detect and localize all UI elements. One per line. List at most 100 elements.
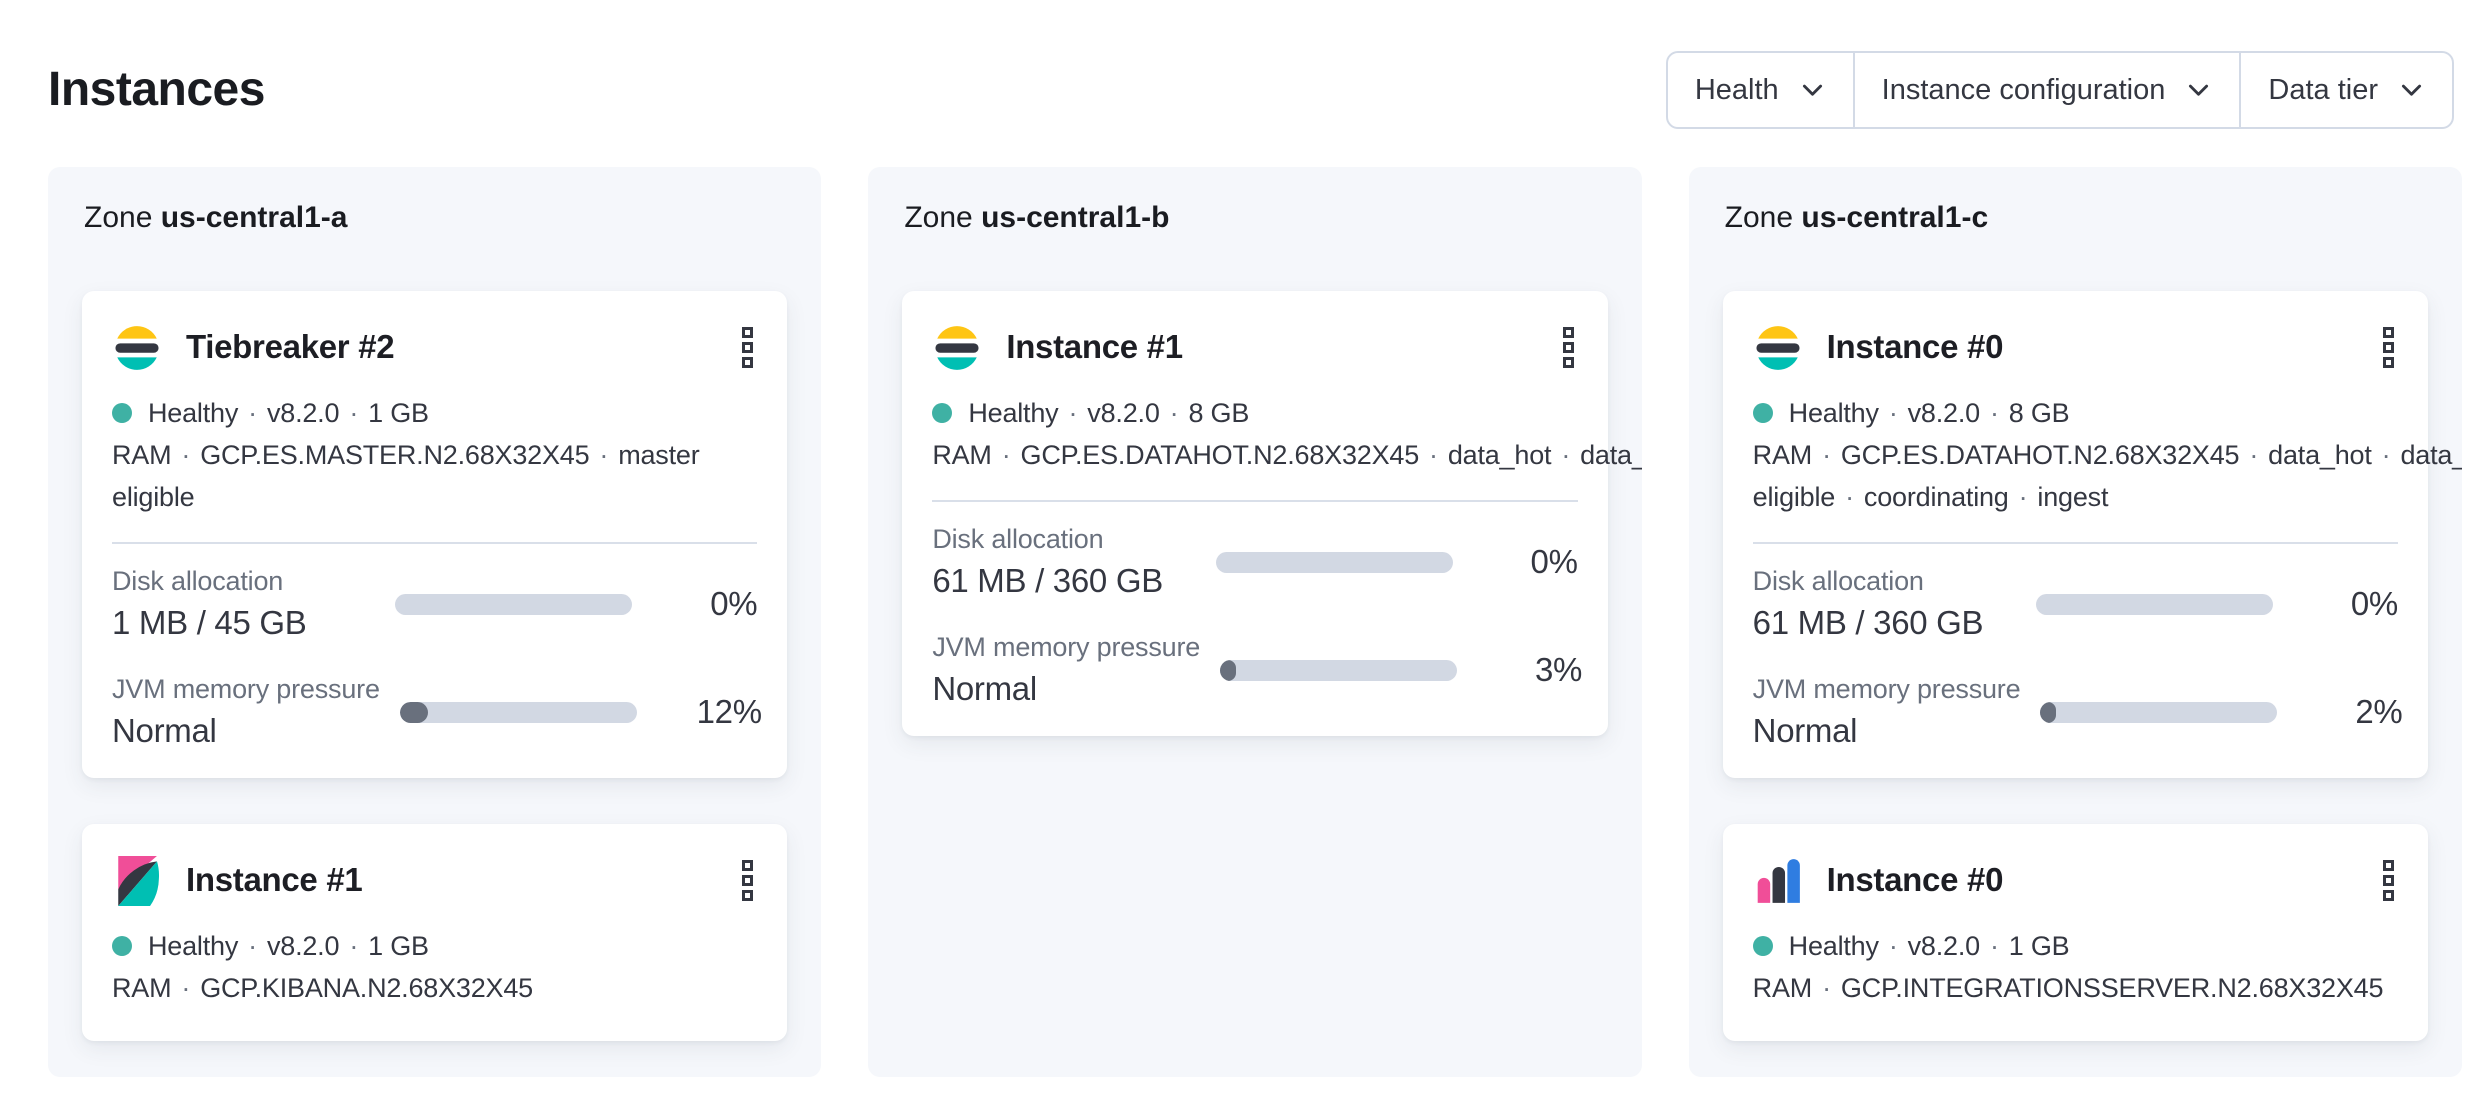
health-dot-icon	[112, 403, 132, 423]
instance-meta: Healthy · v8.2.0 · 8 GB RAM · GCP.ES.DATAHOT.N…	[932, 392, 1642, 476]
elasticsearch-logo-icon	[932, 323, 982, 373]
meta-separator-dot: ·	[1822, 973, 1831, 1003]
elasticsearch-logo-icon	[1753, 323, 1803, 373]
filter-button-health[interactable]: Health	[1668, 53, 1855, 127]
metric-percent: 2%	[2355, 693, 2403, 730]
meta-item: v8.2.0	[266, 398, 340, 428]
meta-item: master eligible	[1752, 482, 1836, 512]
filter-button-label: Health	[1694, 73, 1779, 106]
meta-item: 1 GB RAM	[1752, 931, 2070, 1003]
instance-menu-button[interactable]	[2379, 854, 2398, 907]
meta-separator-dot: ·	[1561, 440, 1571, 470]
instance-title: Instance #0	[1826, 328, 2004, 366]
meta-item: 8 GB RAM	[1752, 398, 2070, 470]
zone-name: us-central1-c	[1801, 201, 1989, 234]
meta-separator-dot: ·	[349, 398, 359, 428]
instance-meta: Healthy · v8.2.0 · 1 GB RAM · GCP.ES.MASTER.N2…	[112, 392, 757, 518]
metric-percent: 0%	[2350, 585, 2398, 622]
health-status-label: Healthy	[148, 398, 239, 428]
meta-separator-dot: ·	[1845, 482, 1854, 512]
metric-text: Disk allocation 1 MB / 45 GB	[112, 566, 375, 642]
metric-text: JVM memory pressure Normal	[1753, 674, 2021, 750]
integrations-server-logo-icon	[1753, 856, 1803, 906]
metric-progress-bar	[2040, 701, 2278, 723]
filter-button-label: Data tier	[2268, 73, 2378, 106]
page-title: Instances	[48, 63, 265, 116]
boxes-vertical-icon	[1562, 327, 1574, 368]
zone-label: Zone us-central1-c	[1725, 199, 2428, 237]
health-status-label: Healthy	[1788, 931, 1879, 961]
zone-name: us-central1-b	[981, 201, 1170, 234]
meta-item: v8.2.0	[1907, 931, 1981, 961]
filter-button-data-tier[interactable]: Data tier	[2241, 53, 2452, 127]
meta-item: v8.2.0	[1087, 398, 1160, 428]
instance-card: Instance #0 Healthy · v8.2.0 · 1 GB RAM · GCP.…	[1722, 824, 2428, 1041]
kibana-logo-icon	[112, 855, 162, 906]
metric-progress-fill	[1220, 659, 1237, 681]
zone-label-prefix: Zone	[84, 201, 153, 234]
health-status-label: Healthy	[1788, 398, 1879, 428]
metric-label: JVM memory pressure	[112, 674, 380, 704]
filter-button-instance-configuration[interactable]: Instance configuration	[1855, 53, 2242, 127]
metric-percent: 0%	[710, 585, 758, 622]
metric-progress-bar	[1215, 551, 1453, 573]
metric-row: JVM memory pressure Normal 12%	[112, 674, 762, 750]
metric-progress-fill	[399, 701, 429, 723]
meta-separator-dot: ·	[599, 440, 609, 470]
instance-menu-button[interactable]	[738, 854, 757, 907]
metric-value: 61 MB / 360 GB	[1752, 604, 1984, 641]
metric-label: Disk allocation	[1752, 566, 1924, 596]
card-header: Instance #0	[1753, 321, 2398, 374]
chevron-down-icon	[2189, 84, 2209, 96]
meta-item: 8 GB RAM	[932, 398, 1250, 470]
meta-separator-dot: ·	[1068, 398, 1078, 428]
meta-item: GCP.ES.DATAHOT.N2.68X32X45	[1020, 440, 1420, 470]
metric-text: Disk allocation 61 MB / 360 GB	[1753, 566, 2016, 642]
boxes-vertical-icon	[742, 860, 754, 901]
instance-card: Tiebreaker #2 Healthy · v8.2.0 · 1 GB RAM · GC…	[82, 291, 788, 778]
meta-item: v8.2.0	[266, 931, 340, 961]
metric-progress-fill	[2040, 701, 2057, 723]
metric-row: Disk allocation 61 MB / 360 GB 0%	[1753, 566, 2399, 642]
filter-group: Health Instance configuration Data tier	[1665, 51, 2454, 129]
metric-row: Disk allocation 1 MB / 45 GB 0%	[112, 566, 758, 642]
metric-row: Disk allocation 61 MB / 360 GB 0%	[932, 524, 1578, 600]
instance-title: Instance #0	[1826, 861, 2004, 899]
zone-label: Zone us-central1-a	[84, 199, 787, 237]
instance-menu-button[interactable]	[2379, 321, 2398, 374]
zone-cards: Tiebreaker #2 Healthy · v8.2.0 · 1 GB RAM · GC…	[82, 291, 788, 1041]
card-divider	[932, 500, 1578, 502]
instance-menu-button[interactable]	[738, 321, 757, 374]
metric-value: 61 MB / 360 GB	[932, 562, 1163, 599]
health-dot-icon	[112, 936, 132, 956]
health-dot-icon	[1752, 936, 1773, 956]
meta-separator-dot: ·	[2249, 440, 2259, 470]
meta-separator-dot: ·	[1989, 398, 1999, 428]
card-divider	[112, 542, 758, 544]
metric-row: JVM memory pressure Normal 3%	[932, 632, 1582, 708]
metric-label: Disk allocation	[932, 524, 1104, 554]
metric-progress-bar	[399, 701, 637, 723]
metric-value: Normal	[932, 670, 1037, 707]
meta-separator-dot: ·	[1989, 931, 1999, 961]
metric-value: Normal	[112, 712, 217, 749]
metric-progress-bar	[395, 593, 633, 615]
instances-page: Instances Health Instance configuration …	[48, 51, 2462, 1077]
chevron-down-icon	[1802, 84, 1822, 96]
zone-panel-us-central1-c: Zone us-central1-c Instance #0 Healthy · v…	[1688, 167, 2462, 1077]
metric-text: JVM memory pressure Normal	[112, 674, 380, 750]
instance-meta: Healthy · v8.2.0 · 8 GB RAM · GCP.ES.DATAHOT.N…	[1752, 392, 2462, 518]
instance-title: Instance #1	[186, 861, 363, 899]
zone-label-prefix: Zone	[1724, 201, 1794, 234]
meta-item: GCP.ES.DATAHOT.N2.68X32X45	[1840, 440, 2240, 470]
meta-separator-dot: ·	[1169, 398, 1179, 428]
meta-separator-dot: ·	[248, 931, 257, 961]
meta-separator-dot: ·	[2018, 482, 2028, 512]
zone-label: Zone us-central1-b	[904, 199, 1607, 237]
meta-separator-dot: ·	[248, 398, 257, 428]
instance-menu-button[interactable]	[1559, 321, 1578, 374]
card-metrics: Disk allocation 1 MB / 45 GB 0% JVM memo…	[112, 566, 762, 750]
zone-panel-us-central1-b: Zone us-central1-b Instance #1 Healthy · v…	[868, 167, 1642, 1077]
metric-label: JVM memory pressure	[1752, 674, 2021, 704]
meta-separator-dot: ·	[181, 973, 191, 1003]
